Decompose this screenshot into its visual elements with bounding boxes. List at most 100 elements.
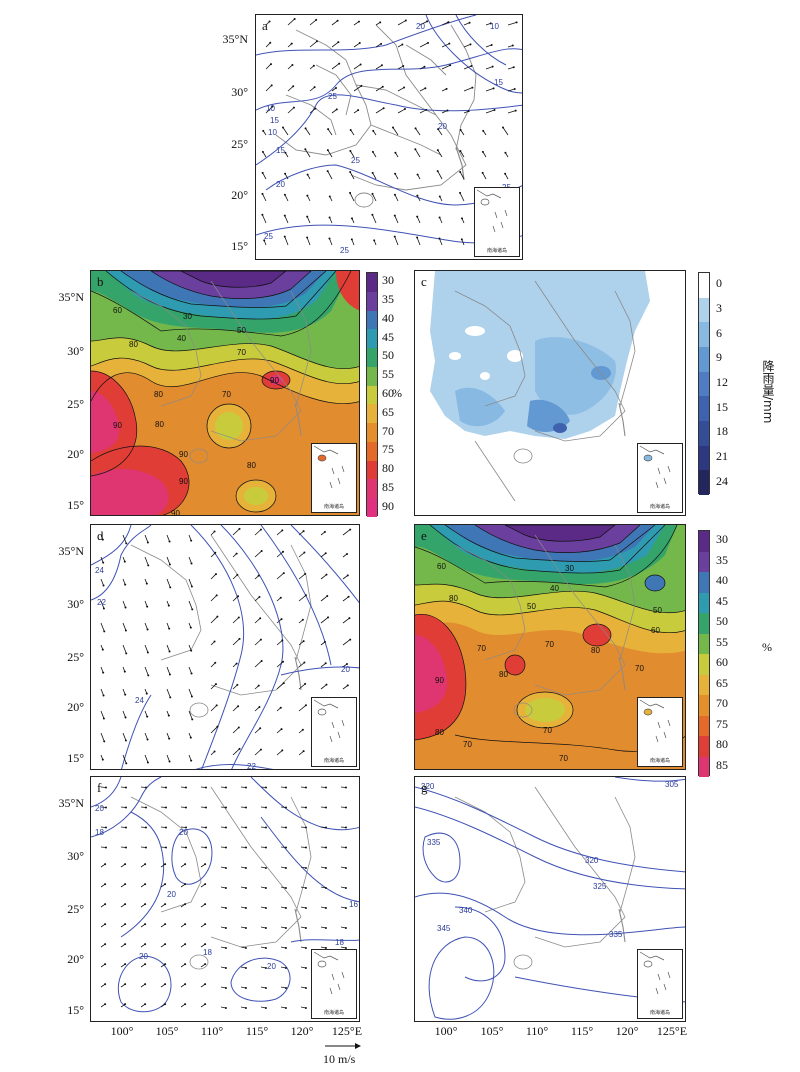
wind-vector-head — [284, 172, 287, 175]
wind-vector — [254, 596, 260, 602]
wind-vector-head — [124, 786, 127, 789]
wind-vector-head — [371, 192, 374, 195]
wind-vector-head — [102, 694, 105, 697]
wind-vector-head — [349, 528, 352, 531]
wind-vector — [276, 640, 283, 646]
wind-vector-head — [460, 217, 463, 220]
wind-vector-head — [102, 607, 105, 610]
wind-vector-head — [279, 596, 282, 599]
svg-text:18: 18 — [203, 948, 212, 957]
wind-vector — [232, 727, 240, 734]
wind-vector — [298, 704, 307, 712]
wind-vector-head — [270, 84, 273, 87]
wind-vector-head — [438, 237, 441, 240]
wind-vector — [342, 596, 349, 602]
wind-vector — [309, 40, 318, 48]
wind-vector-head — [204, 923, 207, 926]
wind-vector — [122, 600, 126, 608]
colorbar-c-bar — [698, 272, 710, 495]
svg-text:20: 20 — [267, 962, 276, 971]
wind-vector — [262, 193, 267, 202]
wind-vector-head — [184, 863, 187, 866]
wind-vector-head — [264, 826, 267, 829]
panel-c-map-layer — [430, 271, 650, 502]
wind-vector — [416, 195, 421, 202]
wind-vector-head — [213, 530, 216, 533]
wind-vector-head — [224, 886, 227, 889]
wind-vector-head — [184, 826, 187, 829]
wind-vector-head — [292, 85, 295, 88]
colorbar-segment — [367, 329, 377, 349]
svg-text:70: 70 — [635, 664, 644, 673]
wind-vector-head — [304, 826, 307, 829]
svg-text:335: 335 — [427, 838, 441, 847]
colorbar-segment — [367, 366, 377, 386]
wind-vector-head — [304, 572, 307, 575]
colorbar-segment — [367, 385, 377, 405]
wind-vector-head — [348, 617, 351, 620]
wind-vector — [507, 88, 515, 92]
svg-text:335: 335 — [609, 930, 623, 939]
wind-vector — [375, 64, 383, 70]
vector-scale-label: 10 m/s — [323, 1052, 356, 1066]
wind-vector-head — [244, 826, 247, 829]
wind-vector-head — [448, 42, 451, 45]
colorbar-segment — [367, 291, 377, 311]
wind-vector-head — [437, 128, 440, 131]
wind-vector-head — [101, 648, 104, 651]
wind-vector — [166, 644, 170, 652]
wind-vector-head — [224, 986, 227, 989]
wind-vector-head — [204, 1003, 207, 1006]
wind-vector-head — [306, 236, 309, 239]
wind-vector — [210, 573, 217, 580]
wind-vector-head — [104, 883, 107, 886]
wind-vector-head — [238, 747, 241, 750]
wind-vector — [372, 151, 377, 158]
wind-vector — [298, 552, 305, 558]
wind-vector-head — [224, 1006, 227, 1009]
wind-vector-head — [334, 86, 337, 89]
panel-d-contour-labels: 24 22 20 24 22 — [95, 566, 350, 769]
colorbar-segment — [699, 674, 709, 695]
wind-vector-head — [213, 750, 216, 753]
svg-text:90: 90 — [179, 450, 188, 459]
wind-vector-head — [360, 84, 363, 87]
wind-vector-head — [302, 750, 305, 753]
wind-vector-head — [290, 42, 293, 45]
wind-vector-head — [303, 661, 306, 664]
wind-vector-head — [302, 530, 305, 533]
wind-vector-head — [336, 19, 339, 22]
wind-vector-head — [184, 1003, 187, 1006]
panel-a-wind-vectors — [261, 17, 518, 246]
wind-vector-head — [184, 883, 187, 886]
wind-vector — [100, 578, 104, 586]
wind-vector — [394, 194, 399, 202]
wind-vector-head — [304, 906, 307, 909]
wind-vector-head — [224, 926, 227, 929]
wind-vector-head — [102, 584, 105, 587]
wind-vector-head — [493, 108, 496, 111]
wind-vector-head — [244, 846, 247, 849]
wind-vector-head — [481, 171, 484, 174]
colorbar-tick-label: 55 — [382, 367, 394, 382]
wind-vector-head — [189, 626, 192, 629]
wind-vector-head — [344, 806, 347, 809]
wind-vector — [188, 666, 192, 674]
svg-text:20: 20 — [95, 804, 104, 813]
wind-vector-head — [281, 126, 284, 129]
wind-vector — [232, 528, 240, 536]
wind-vector-head — [145, 692, 148, 695]
svg-text:70: 70 — [543, 726, 552, 735]
svg-text:40: 40 — [550, 584, 559, 593]
wind-vector-head — [345, 662, 348, 665]
svg-text:340: 340 — [459, 906, 473, 915]
wind-vector-head — [380, 42, 383, 45]
wind-vector-head — [244, 906, 247, 909]
wind-vector-head — [204, 943, 207, 946]
panel-a-label: a — [262, 18, 268, 33]
colorbar-segment — [367, 273, 377, 292]
wind-vector-head — [124, 846, 127, 849]
wind-vector — [122, 754, 127, 764]
wind-vector-head — [284, 886, 287, 889]
panel-d-map-layer: 24 22 20 24 22 — [91, 525, 359, 769]
